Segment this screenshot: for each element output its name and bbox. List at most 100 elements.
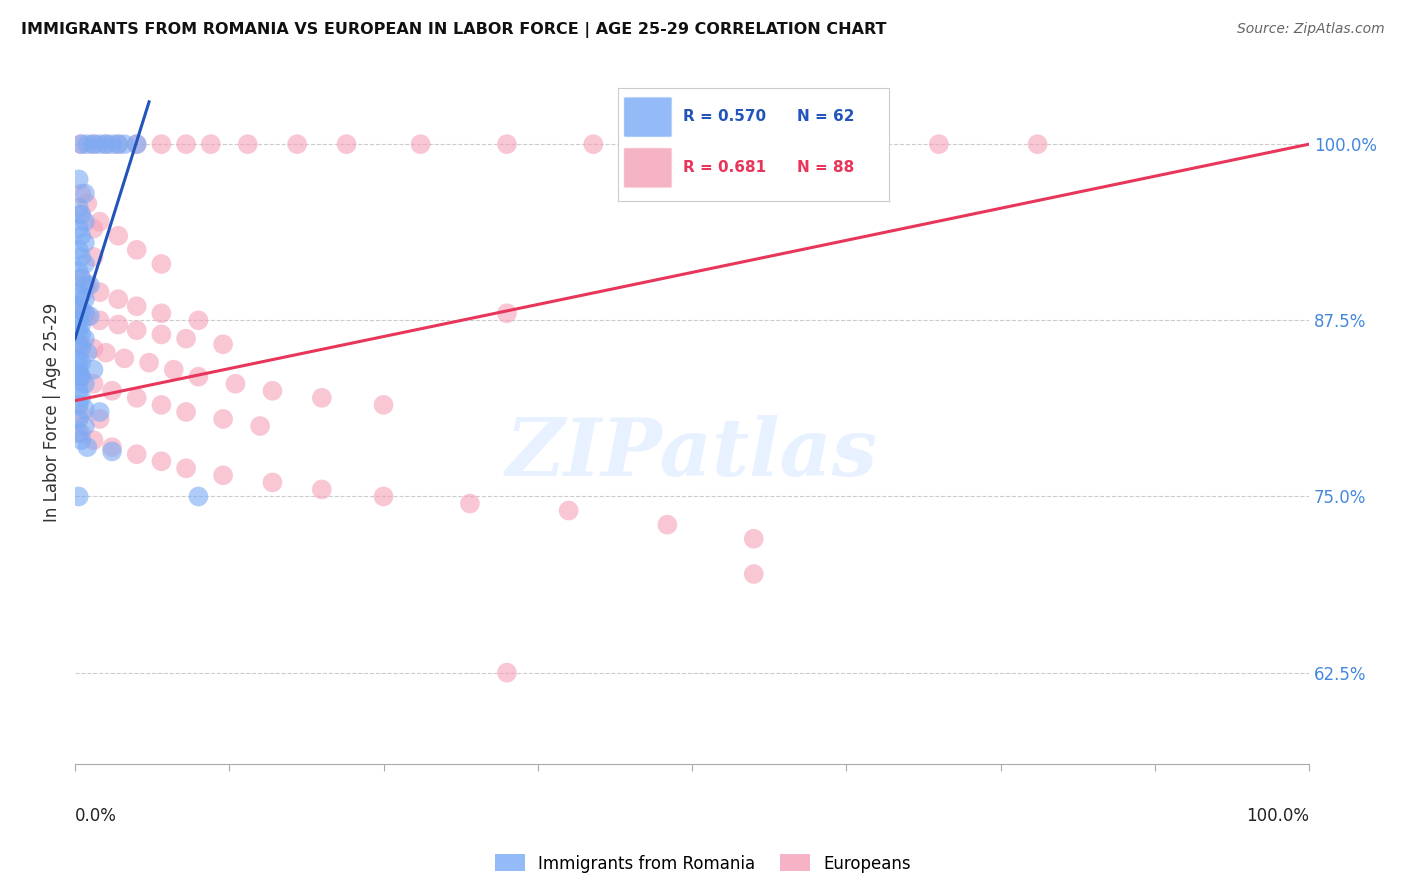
Point xyxy=(70,369,93,384)
Point xyxy=(409,137,432,152)
Point xyxy=(89,137,111,152)
Point xyxy=(73,186,96,201)
Point xyxy=(67,299,90,313)
Point xyxy=(73,376,96,391)
Point xyxy=(335,137,357,152)
Point xyxy=(73,419,96,434)
Point xyxy=(285,137,308,152)
Point xyxy=(70,426,93,441)
Point xyxy=(174,461,197,475)
Point xyxy=(112,351,135,366)
Point xyxy=(150,398,173,412)
Point xyxy=(101,444,124,458)
Legend: Immigrants from Romania, Europeans: Immigrants from Romania, Europeans xyxy=(488,847,918,880)
Point xyxy=(67,264,90,278)
Point xyxy=(101,440,124,454)
Point xyxy=(174,137,197,152)
Point xyxy=(657,517,679,532)
Point xyxy=(125,137,148,152)
Point xyxy=(67,490,90,504)
Point xyxy=(125,323,148,337)
Point xyxy=(150,306,173,320)
Point xyxy=(1026,137,1049,152)
Point xyxy=(67,426,90,441)
Point xyxy=(79,309,101,323)
Point xyxy=(83,137,105,152)
Point xyxy=(70,289,93,303)
Point xyxy=(70,186,93,201)
Point xyxy=(70,391,93,405)
Point xyxy=(73,215,96,229)
Point xyxy=(89,285,111,300)
Point xyxy=(742,532,765,546)
Point xyxy=(73,257,96,271)
Point xyxy=(76,196,98,211)
Point xyxy=(150,257,173,271)
Point xyxy=(742,567,765,582)
Point xyxy=(67,337,90,351)
Point xyxy=(67,374,90,388)
Point xyxy=(70,250,93,264)
Point xyxy=(70,271,93,285)
Point xyxy=(681,137,703,152)
Point xyxy=(224,376,246,391)
Point xyxy=(73,235,96,250)
Point xyxy=(70,356,93,370)
Point xyxy=(101,384,124,398)
Point xyxy=(187,490,209,504)
Point xyxy=(187,369,209,384)
Point xyxy=(928,137,950,152)
Point xyxy=(76,345,98,359)
Point xyxy=(138,356,160,370)
Point xyxy=(89,215,111,229)
Point xyxy=(212,468,235,483)
Point xyxy=(311,483,333,497)
Point xyxy=(70,369,93,384)
Point xyxy=(76,137,98,152)
Point xyxy=(582,137,605,152)
Point xyxy=(67,201,90,215)
Point xyxy=(67,351,90,366)
Point xyxy=(67,384,90,398)
Point xyxy=(236,137,259,152)
Point xyxy=(67,313,90,327)
Point xyxy=(125,243,148,257)
Point xyxy=(76,309,98,323)
Point xyxy=(249,419,271,434)
Point xyxy=(94,137,117,152)
Point xyxy=(70,271,93,285)
Text: 100.0%: 100.0% xyxy=(1246,806,1309,824)
Point xyxy=(496,306,519,320)
Point xyxy=(262,475,284,490)
Point xyxy=(163,362,186,376)
Point xyxy=(70,208,93,222)
Point xyxy=(67,359,90,374)
Point xyxy=(125,391,148,405)
Point xyxy=(67,221,90,235)
Point xyxy=(94,345,117,359)
Point xyxy=(107,292,129,306)
Text: ZIPatlas: ZIPatlas xyxy=(506,416,879,493)
Text: Source: ZipAtlas.com: Source: ZipAtlas.com xyxy=(1237,22,1385,37)
Point xyxy=(187,313,209,327)
Point xyxy=(83,376,105,391)
Point xyxy=(70,408,93,422)
Point xyxy=(150,137,173,152)
Point xyxy=(73,278,96,293)
Point xyxy=(212,412,235,426)
Point xyxy=(262,384,284,398)
Point xyxy=(107,318,129,332)
Point xyxy=(67,243,90,257)
Point xyxy=(70,303,93,318)
Point xyxy=(107,228,129,243)
Point xyxy=(125,299,148,313)
Point xyxy=(83,250,105,264)
Point xyxy=(73,332,96,346)
Point xyxy=(496,137,519,152)
Point xyxy=(125,447,148,461)
Point xyxy=(76,278,98,293)
Point xyxy=(67,398,90,412)
Point xyxy=(94,137,117,152)
Point xyxy=(373,398,395,412)
Point xyxy=(70,137,93,152)
